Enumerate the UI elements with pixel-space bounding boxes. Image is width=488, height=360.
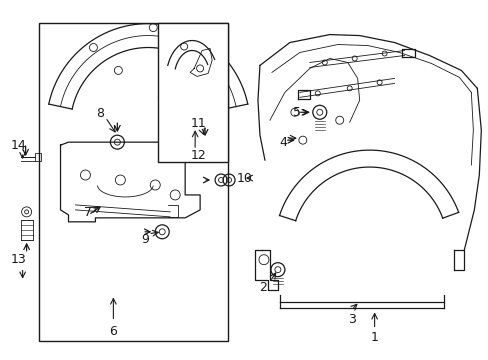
Text: 11: 11 — [190, 117, 205, 130]
Text: 10: 10 — [237, 171, 252, 185]
Text: 3: 3 — [347, 313, 355, 326]
Bar — [158, 23, 227, 162]
Text: 14: 14 — [11, 139, 26, 152]
Text: 4: 4 — [278, 136, 286, 149]
Text: 7: 7 — [84, 206, 92, 219]
Bar — [39, 23, 227, 341]
Text: 1: 1 — [370, 331, 378, 344]
Text: 5: 5 — [292, 106, 300, 119]
Text: 12: 12 — [190, 149, 205, 162]
Text: 13: 13 — [11, 253, 26, 266]
Text: 2: 2 — [259, 281, 266, 294]
Text: 6: 6 — [109, 325, 117, 338]
Text: 9: 9 — [141, 233, 149, 246]
Text: 8: 8 — [96, 107, 104, 120]
